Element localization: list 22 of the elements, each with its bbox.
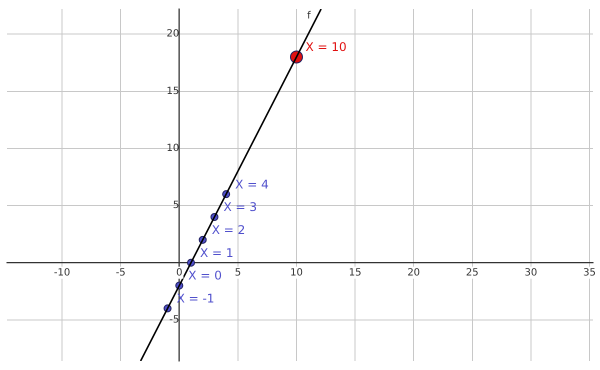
x-tick-label: 35 [583, 267, 596, 278]
annotation: X = 10 [305, 40, 347, 54]
y-tick-label: 5 [172, 200, 180, 212]
annotation: X = 4 [235, 177, 269, 192]
x-tick-label: -10 [54, 267, 70, 278]
annotation: X = 3 [223, 200, 257, 214]
x-tick-label: 10 [290, 267, 303, 278]
x-tick-label: 20 [407, 267, 420, 278]
y-tick-label: -5 [169, 314, 180, 326]
annotation: X = 1 [200, 246, 234, 260]
x-tick-label: 5 [234, 267, 242, 278]
series-label: f [307, 10, 312, 22]
annotation: X = 2 [212, 222, 246, 237]
y-tick-label: 10 [166, 143, 180, 154]
x-tick-label: 30 [524, 267, 538, 278]
annotation: X = 0 [188, 268, 222, 283]
y-tick-label: 15 [166, 86, 180, 97]
x-tick-label: -5 [116, 267, 126, 278]
x-tick-label: 25 [466, 267, 479, 278]
x-tick-label: 15 [348, 267, 362, 278]
x-tick-label: 0 [176, 267, 182, 278]
y-tick-label: 20 [166, 28, 180, 40]
